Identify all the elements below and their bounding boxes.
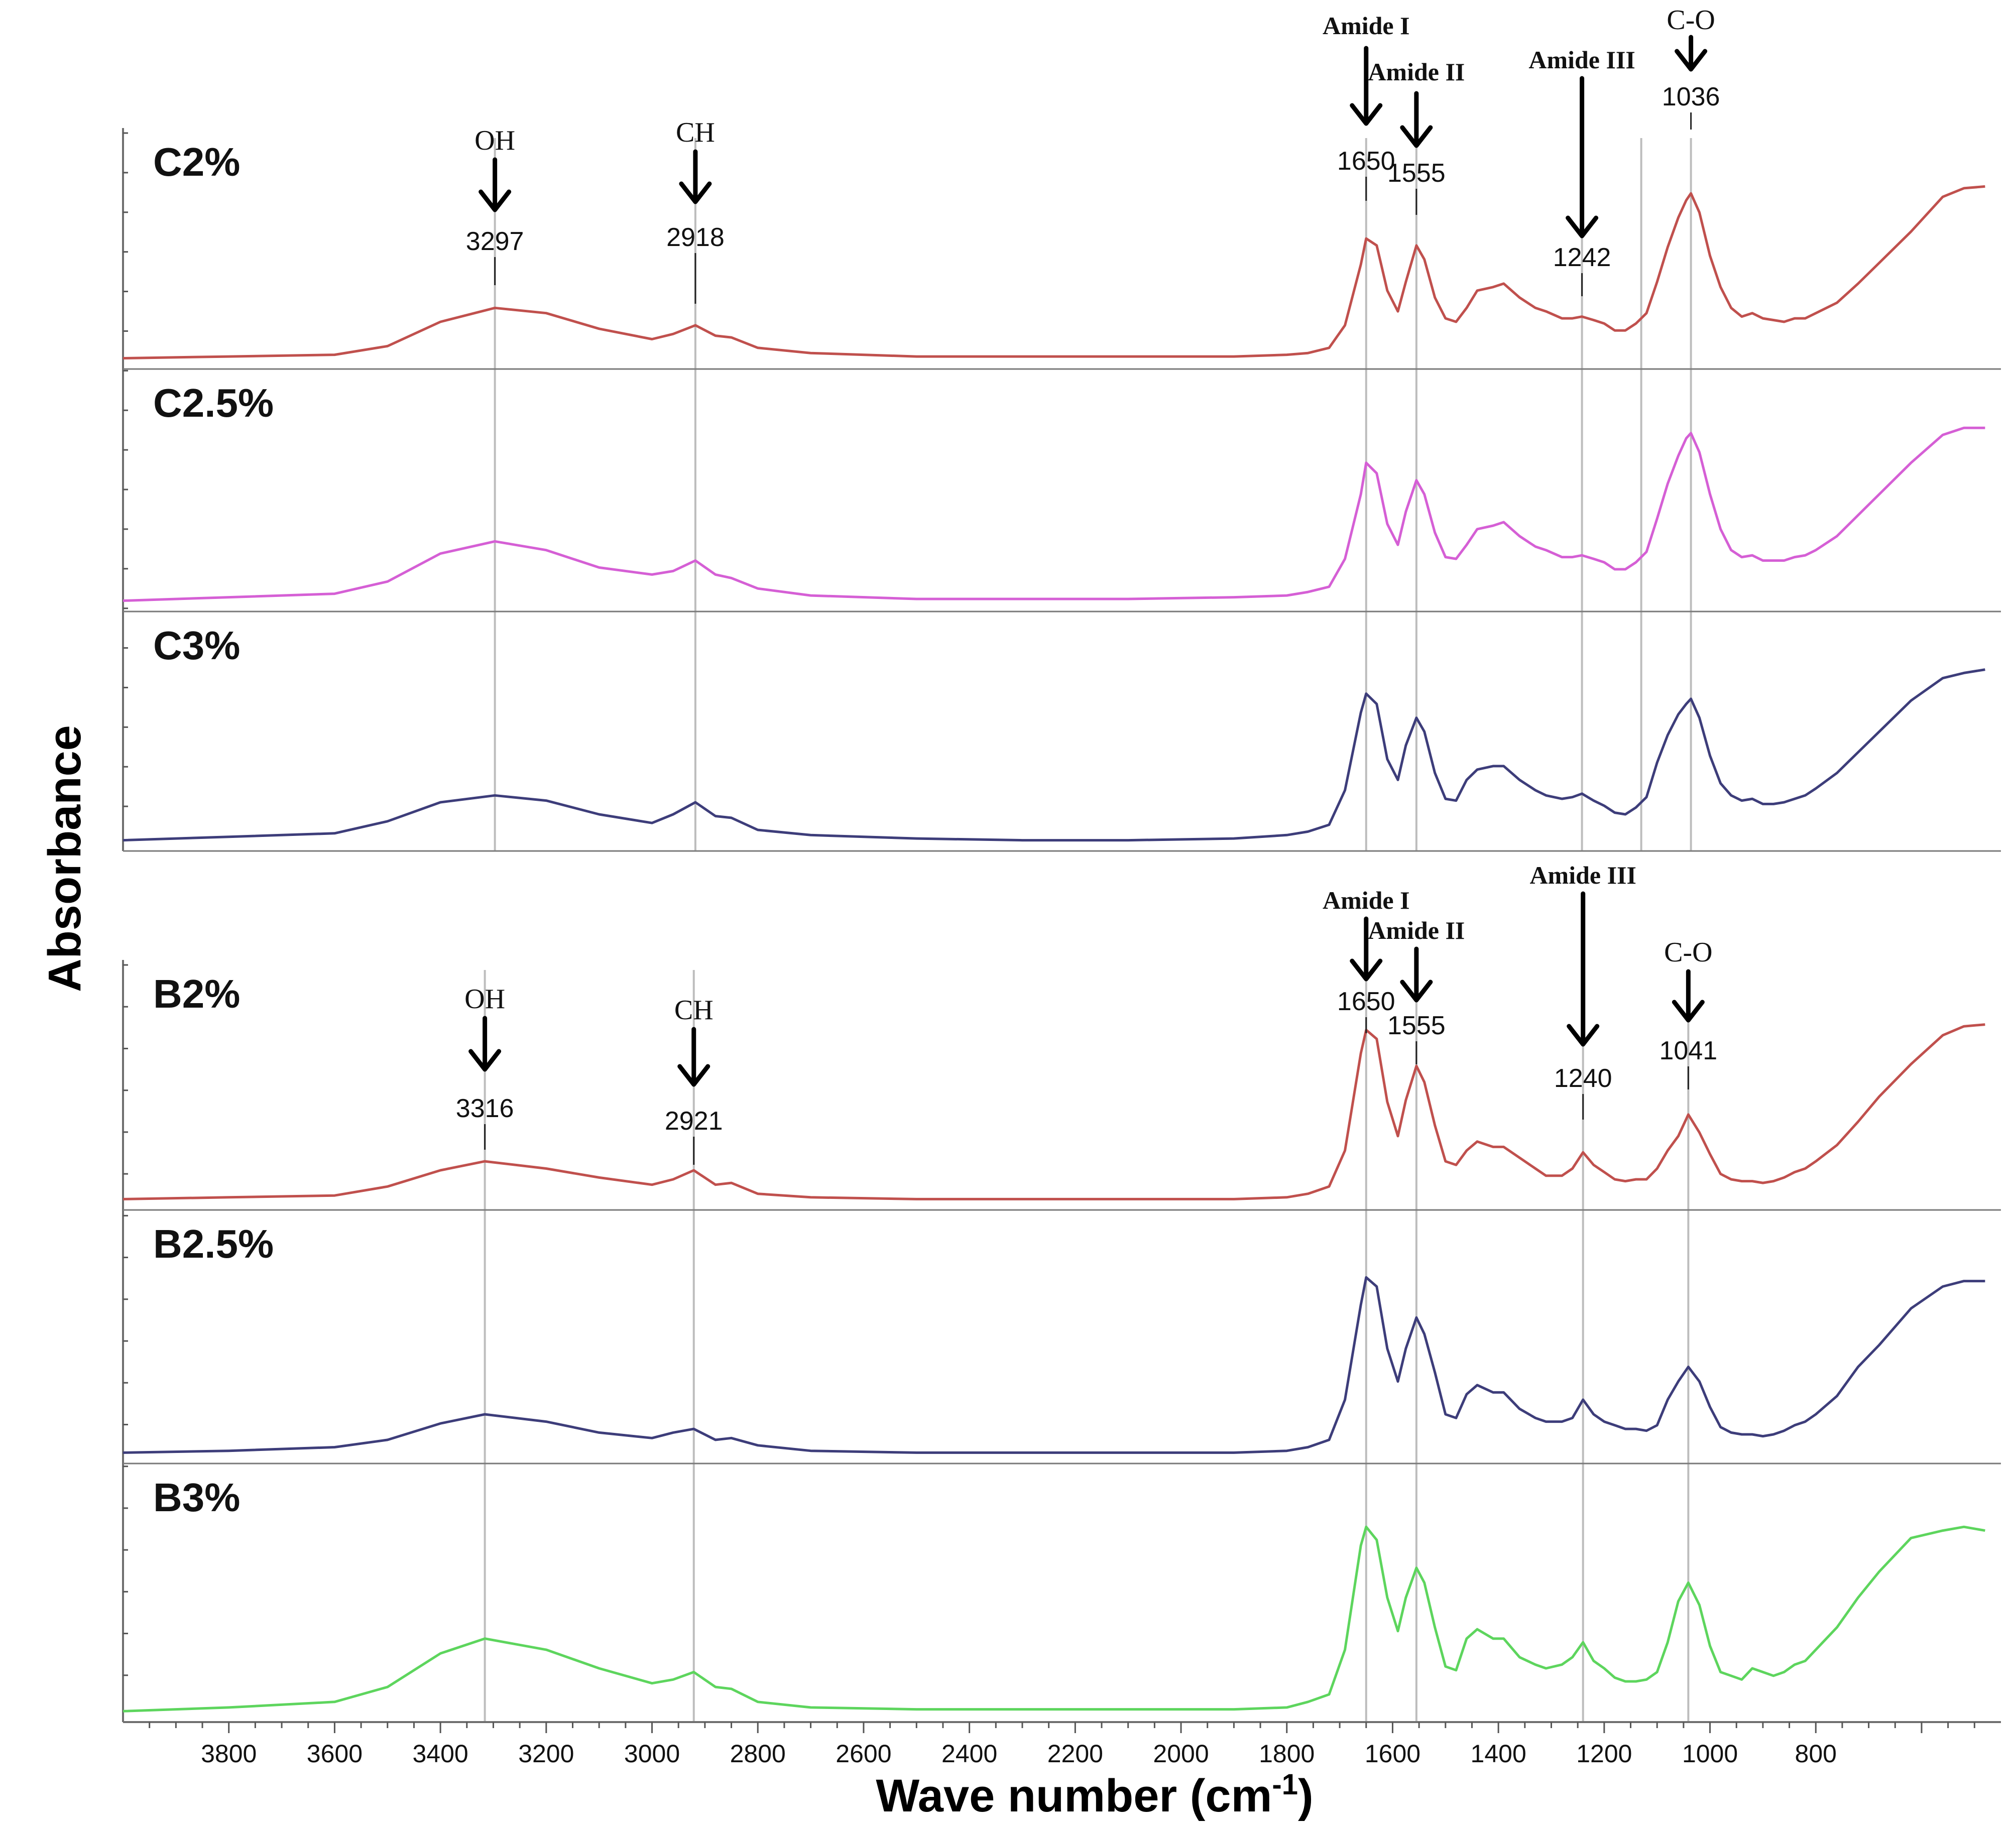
panel-label-B3%: B3% <box>153 1475 240 1520</box>
annotation-value-C-c-o: 1036 <box>1662 82 1720 111</box>
annotation-label-B-c-o: C-O <box>1664 937 1712 968</box>
arrow-icon <box>679 149 712 204</box>
annotation-label-C-amide-ii: Amide II <box>1368 58 1465 86</box>
x-tick-label-2000: 2000 <box>1153 1740 1209 1768</box>
x-tick-label-1000: 1000 <box>1682 1740 1738 1768</box>
x-tick-label-1400: 1400 <box>1471 1740 1526 1768</box>
x-tick-label-2200: 2200 <box>1047 1740 1103 1768</box>
arrow-icon <box>1350 46 1383 126</box>
annotation-label-C-amide-iii: Amide III <box>1528 46 1635 74</box>
x-tick-label-3000: 3000 <box>624 1740 680 1768</box>
arrow-icon <box>677 1027 710 1087</box>
x-tick-label-3800: 3800 <box>201 1740 257 1768</box>
x-tick-label-3400: 3400 <box>412 1740 468 1768</box>
panel-label-C3%: C3% <box>153 623 240 668</box>
x-axis-title-superscript: -1 <box>1272 1768 1298 1801</box>
spectrum-B2.5% <box>123 1276 1985 1454</box>
spectrum-C2.5% <box>123 426 1985 602</box>
annotation-label-B-oh: OH <box>464 984 505 1015</box>
spectrum-B2% <box>123 1023 1985 1200</box>
panel-label-B2%: B2% <box>153 971 240 1016</box>
x-tick-label-3600: 3600 <box>307 1740 363 1768</box>
spectra-curves <box>123 185 1985 1713</box>
arrow-icon <box>1672 969 1705 1023</box>
spectrum-B3% <box>123 1525 1985 1713</box>
annotation-value-B-amide-iii: 1240 <box>1554 1064 1612 1093</box>
x-tick-label-1600: 1600 <box>1365 1740 1420 1768</box>
annotation-value-B-amide-ii: 1555 <box>1387 1011 1446 1040</box>
annotation-label-C-c-o: C-O <box>1667 5 1715 36</box>
y-axis-title: Absorbance <box>39 725 90 992</box>
x-tick-label-1200: 1200 <box>1576 1740 1632 1768</box>
peak-annotations: OH 3297 CH 2918 Amide I 1650 Amide II 1555 Amide… <box>456 5 1720 1165</box>
x-axis-title-close: ) <box>1298 1770 1314 1821</box>
x-tick-label-2800: 2800 <box>730 1740 786 1768</box>
x-axis-title: Wave number (cm-1) <box>876 1768 1313 1821</box>
annotation-value-B-c-o: 1041 <box>1659 1036 1718 1065</box>
arrow-icon <box>1400 91 1433 148</box>
annotation-label-B-amide-i: Amide I <box>1323 886 1410 914</box>
x-axis: 3800 3600 3400 3200 3000 2800 2600 2400 2200 2000… <box>123 1721 2001 1768</box>
arrow-icon <box>1400 946 1433 1003</box>
annotation-value-C-amide-ii: 1555 <box>1387 159 1446 188</box>
arrow-icon <box>468 1016 502 1072</box>
annotation-label-C-amide-i: Amide I <box>1323 12 1410 40</box>
panel-label-B2.5%: B2.5% <box>153 1222 274 1266</box>
x-axis-title-main: Wave number (cm <box>876 1770 1272 1821</box>
annotation-label-B-amide-iii: Amide III <box>1529 861 1636 889</box>
x-tick-label-2600: 2600 <box>836 1740 891 1768</box>
spectrum-C3% <box>123 668 1985 842</box>
annotation-value-C-amide-i: 1650 <box>1337 147 1395 176</box>
annotation-label-B-amide-ii: Amide II <box>1368 916 1465 944</box>
x-tick-label-2400: 2400 <box>941 1740 997 1768</box>
x-tick-label-1800: 1800 <box>1259 1740 1315 1768</box>
annotation-label-B-ch: CH <box>674 995 714 1026</box>
arrow-icon <box>1566 76 1599 238</box>
x-tick-label-800: 800 <box>1795 1740 1837 1768</box>
annotation-label-C-oh: OH <box>475 125 515 156</box>
annotation-value-C-oh: 3297 <box>466 227 524 256</box>
arrow-icon <box>479 157 512 212</box>
annotation-value-B-oh: 3316 <box>456 1094 514 1123</box>
panel-label-C2%: C2% <box>153 140 240 184</box>
annotation-value-B-ch: 2921 <box>665 1107 723 1136</box>
panel-labels: C2% C2.5% C3% B2% B2.5% B3% <box>153 140 274 1520</box>
arrow-icon <box>1350 916 1383 982</box>
annotation-value-B-amide-i: 1650 <box>1337 987 1395 1016</box>
annotation-value-C-ch: 2918 <box>666 223 725 252</box>
annotation-value-C-amide-iii: 1242 <box>1553 243 1611 272</box>
panel-label-C2.5%: C2.5% <box>153 381 274 425</box>
spectrum-C2% <box>123 185 1985 359</box>
annotation-label-C-ch: CH <box>676 117 715 148</box>
arrow-icon <box>1567 891 1600 1047</box>
x-tick-label-3200: 3200 <box>518 1740 574 1768</box>
arrow-icon <box>1675 35 1708 72</box>
